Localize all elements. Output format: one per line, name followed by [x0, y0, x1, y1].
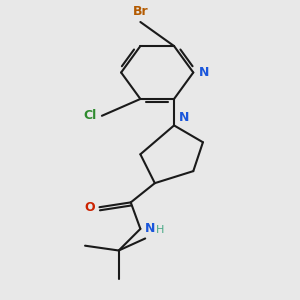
Text: N: N — [178, 111, 189, 124]
Text: Br: Br — [133, 5, 148, 18]
Text: H: H — [156, 225, 164, 235]
Text: N: N — [145, 222, 155, 236]
Text: N: N — [199, 66, 209, 79]
Text: Cl: Cl — [83, 109, 97, 122]
Text: O: O — [85, 201, 95, 214]
